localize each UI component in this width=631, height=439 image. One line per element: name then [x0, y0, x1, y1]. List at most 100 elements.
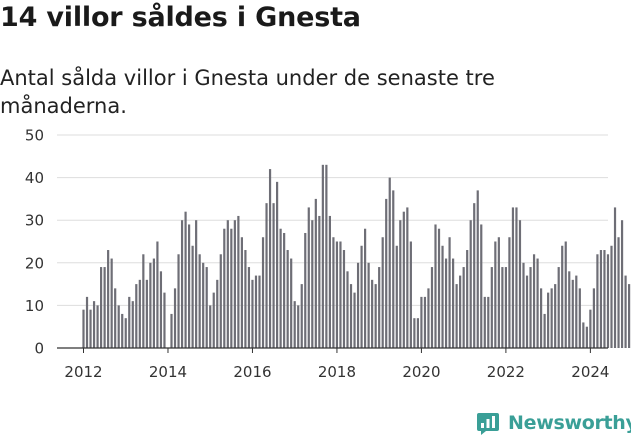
- bar: [163, 292, 166, 348]
- newsworthy-chart-icon: [477, 413, 499, 435]
- bar: [578, 288, 581, 348]
- bar: [356, 262, 360, 348]
- bar: [374, 284, 377, 348]
- bar: [628, 284, 631, 348]
- bar: [82, 309, 85, 348]
- bar: [592, 288, 595, 348]
- bar: [346, 271, 349, 348]
- bar: [145, 279, 148, 348]
- bar: [124, 318, 127, 348]
- bar: [388, 177, 391, 348]
- bar: [353, 292, 356, 348]
- bar: [371, 279, 374, 348]
- bar: [381, 237, 384, 348]
- bar: [156, 241, 159, 348]
- bar: [254, 275, 258, 348]
- bar: [297, 305, 300, 348]
- bar: [455, 284, 458, 348]
- bar: [395, 245, 398, 348]
- newsworthy-logo[interactable]: Newsworthy: [476, 409, 631, 437]
- bar: [620, 220, 624, 348]
- bar: [209, 305, 212, 348]
- bar: [247, 267, 251, 348]
- bar: [476, 190, 479, 348]
- bar: [335, 241, 339, 348]
- brand-name: Newsworthy: [508, 412, 631, 434]
- bar: [307, 207, 310, 348]
- bar: [547, 292, 550, 348]
- bar: [462, 267, 465, 348]
- x-tick-label-2018: 2018: [318, 363, 356, 381]
- bar: [585, 326, 588, 348]
- bar: [413, 318, 416, 348]
- bar: [300, 284, 303, 348]
- bar: [532, 254, 536, 348]
- bar: [339, 241, 342, 348]
- bar: [180, 220, 184, 348]
- bar: [226, 220, 229, 348]
- bar: [135, 284, 138, 348]
- bar: [318, 215, 321, 348]
- bar: [265, 203, 268, 348]
- bar: [613, 207, 617, 348]
- bar: [473, 203, 476, 348]
- bar: [342, 250, 346, 348]
- bar: [515, 207, 518, 348]
- x-tick-label-2012: 2012: [64, 363, 102, 381]
- bar: [589, 309, 592, 348]
- bar: [504, 267, 507, 348]
- bar: [483, 296, 486, 348]
- bar: [423, 296, 427, 348]
- chart-subtitle: Antal sålda villor i Gnesta under de sen…: [0, 66, 495, 118]
- y-tick-label-10: 10: [25, 297, 44, 315]
- bar: [494, 241, 497, 348]
- bar: [522, 262, 525, 348]
- bar: [459, 275, 462, 348]
- bar: [529, 267, 532, 348]
- bar: [293, 301, 296, 348]
- bar: [103, 267, 106, 348]
- bar: [554, 284, 557, 348]
- bar: [420, 296, 423, 348]
- bar: [402, 211, 405, 348]
- bar: [205, 267, 208, 348]
- bar: [261, 237, 265, 348]
- bar: [283, 232, 286, 348]
- page-title: 14 villor såldes i Gnesta: [0, 2, 361, 33]
- bar: [89, 309, 92, 348]
- bar: [290, 258, 293, 348]
- x-tick-label-2020: 2020: [402, 363, 440, 381]
- bar: [536, 258, 539, 348]
- bar: [107, 250, 110, 348]
- bar: [212, 292, 215, 348]
- bar: [430, 267, 434, 348]
- bar: [96, 305, 99, 348]
- bar: [571, 279, 574, 348]
- bar: [540, 288, 543, 348]
- bar: [177, 254, 180, 348]
- x-axis-ticks: 20122014201620182020202220242026: [64, 348, 609, 381]
- bar: [311, 220, 314, 348]
- bar: [364, 228, 367, 348]
- bar: [596, 254, 599, 348]
- bar: [561, 245, 564, 348]
- bar: [427, 288, 430, 348]
- bar: [617, 237, 620, 348]
- bar: [233, 220, 236, 348]
- bar: [110, 258, 113, 348]
- bar: [606, 254, 610, 348]
- bar: [550, 288, 553, 348]
- bar: [582, 322, 585, 348]
- x-tick-label-2014: 2014: [149, 363, 187, 381]
- bar: [332, 237, 335, 348]
- bar: [149, 262, 152, 348]
- bar: [511, 207, 515, 348]
- bar: [441, 245, 444, 348]
- bar: [480, 224, 483, 348]
- bar: [575, 275, 578, 348]
- bar-series: [82, 164, 631, 348]
- bar: [195, 220, 198, 348]
- bar: [314, 198, 317, 348]
- bar: [152, 258, 155, 348]
- bar: [184, 211, 187, 348]
